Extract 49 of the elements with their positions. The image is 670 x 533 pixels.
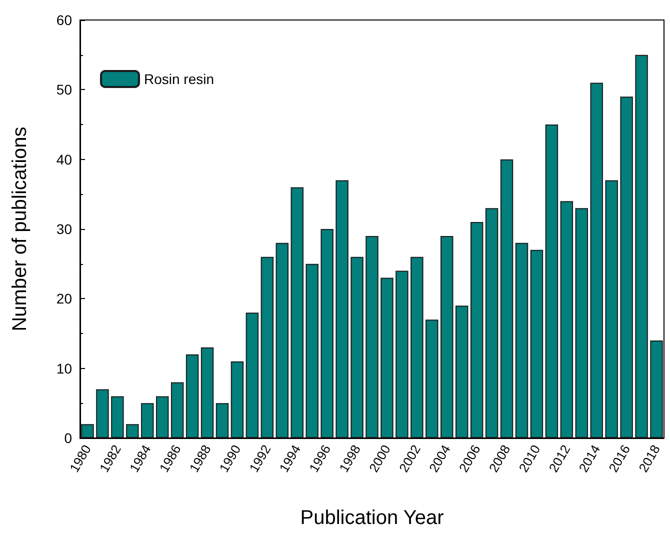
bar	[396, 270, 408, 438]
bar	[216, 403, 229, 438]
bar	[320, 229, 334, 438]
bar	[96, 389, 109, 438]
bar	[635, 54, 648, 438]
bar	[590, 82, 603, 438]
bar	[515, 242, 528, 438]
y-tick-label: 10	[56, 360, 72, 376]
y-tick-label: 40	[56, 151, 72, 168]
x-axis-title: Publication Year	[300, 507, 444, 529]
bar	[366, 236, 378, 438]
bar	[620, 96, 633, 438]
bar	[455, 306, 468, 438]
bar	[141, 403, 154, 438]
bar	[290, 187, 304, 438]
bar	[410, 256, 424, 438]
y-axis-title: Number of publications	[9, 126, 31, 332]
bar	[470, 222, 484, 438]
bar	[575, 208, 588, 438]
bar	[336, 180, 348, 438]
bar	[530, 250, 544, 438]
bar	[156, 396, 169, 438]
y-tick-label: 0	[64, 430, 72, 446]
y-tick-label: 50	[56, 82, 72, 98]
bar	[426, 320, 438, 438]
bar	[440, 236, 454, 438]
bar	[200, 347, 214, 438]
bar	[560, 201, 574, 438]
y-tick-label: 60	[56, 12, 72, 28]
bar	[485, 208, 498, 438]
bar	[126, 424, 139, 438]
bar	[350, 256, 364, 438]
bar	[81, 424, 94, 438]
bar	[500, 159, 514, 438]
y-tick-label: 20	[56, 290, 72, 307]
bar	[260, 256, 274, 438]
y-tick-label: 30	[56, 221, 72, 237]
bar	[605, 180, 618, 438]
bar	[246, 312, 259, 438]
bar	[545, 124, 558, 438]
bar	[186, 354, 199, 438]
bar	[111, 396, 124, 438]
bar	[276, 242, 289, 438]
bar	[170, 382, 184, 438]
bar	[306, 264, 318, 438]
legend-label: Rosin resin	[144, 71, 214, 87]
bar	[230, 361, 244, 438]
bar	[650, 340, 663, 438]
bar	[380, 278, 394, 438]
